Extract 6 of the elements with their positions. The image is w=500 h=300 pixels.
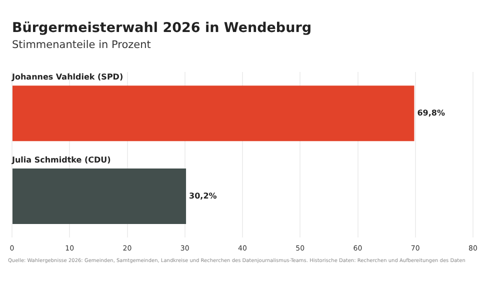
chart-title: Bürgermeisterwahl 2026 in Wendeburg [12,20,312,36]
data-label: 69,8% [417,108,445,118]
y-tick-label: Julia Schmidtke (CDU) [11,156,111,165]
chart-subtitle: Stimmenanteile in Prozent [12,39,151,51]
data-label: 30,2% [189,191,217,200]
y-tick-label: Johannes Vahldiek (SPD) [11,72,124,82]
